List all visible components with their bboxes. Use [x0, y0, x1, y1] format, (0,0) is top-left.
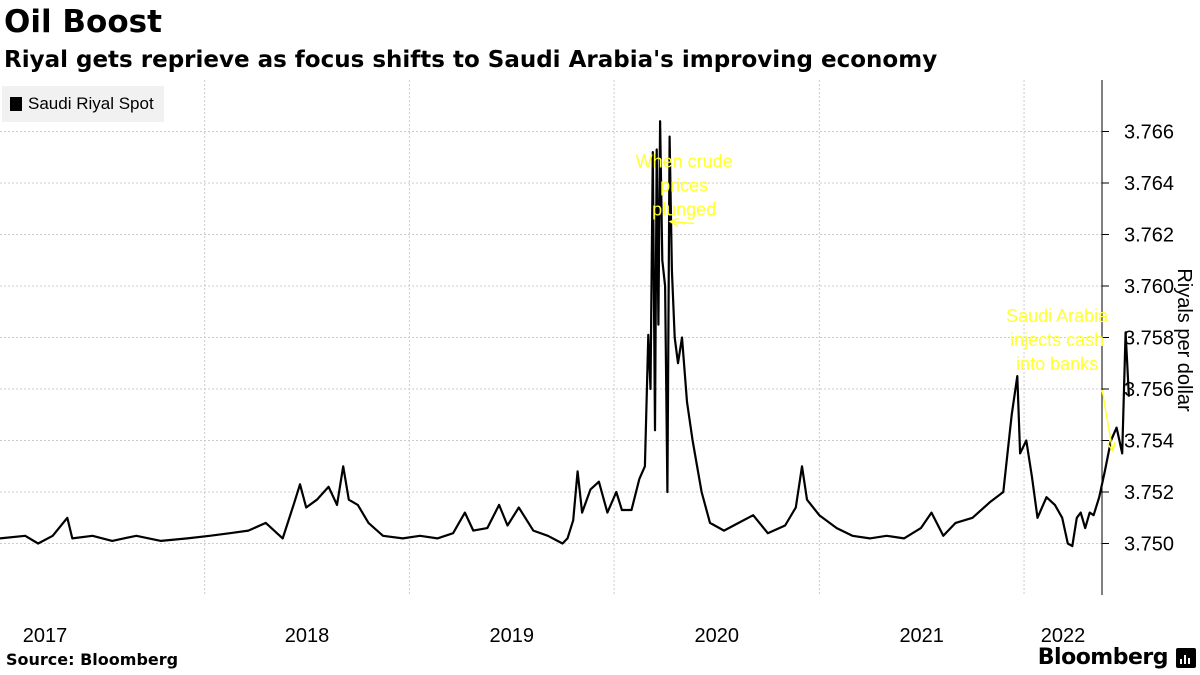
x-tick-label: 2017 — [23, 625, 68, 647]
legend: Saudi Riyal Spot — [2, 86, 164, 122]
y-tick-label: 3.764 — [1124, 173, 1174, 195]
y-tick-label: 3.766 — [1124, 122, 1174, 144]
annotation-text: into banks — [1016, 354, 1098, 374]
y-tick-label: 3.762 — [1124, 225, 1174, 247]
x-tick-label: 2020 — [694, 625, 739, 647]
y-axis-title: Riyals per dollar — [1173, 268, 1195, 412]
annotation-arrow — [1101, 389, 1114, 451]
y-tick-label: 3.752 — [1124, 482, 1174, 504]
annotation-text: plunged — [652, 200, 716, 220]
x-tick-label: 2021 — [899, 625, 944, 647]
brand-logo-text: Bloomberg — [1037, 645, 1169, 670]
legend-label: Saudi Riyal Spot — [28, 94, 154, 113]
annotation-text: prices — [660, 176, 708, 196]
y-tick-label: 3.758 — [1124, 328, 1174, 350]
y-tick-label: 3.756 — [1124, 379, 1174, 401]
x-tick-label: 2019 — [489, 625, 534, 647]
annotation-arrow — [670, 220, 695, 225]
source-note: Source: Bloomberg — [6, 650, 179, 669]
legend-swatch — [10, 97, 22, 111]
annotation-arrowhead — [668, 217, 679, 227]
y-tick-label: 3.754 — [1124, 431, 1174, 453]
annotation-layer: When crude prices plunged Saudi Arabia injec… — [636, 152, 1116, 453]
x-tick-label: 2022 — [1041, 625, 1086, 647]
y-tick-label: 3.750 — [1124, 534, 1174, 556]
annotation-text: injects cash — [1010, 330, 1104, 350]
annotation-text: When crude — [636, 152, 733, 172]
x-tick-label: 2018 — [285, 625, 330, 647]
series-line — [0, 120, 1130, 548]
grid-lines — [0, 80, 1102, 595]
annotation-arrowhead — [1106, 441, 1116, 453]
axes: 3.750 3.752 3.754 3.756 3.758 3.760 3.762 3.764… — [23, 80, 1195, 647]
chart-subtitle: Riyal gets reprieve as focus shifts to S… — [4, 47, 938, 73]
bloomberg-chart-icon — [1176, 648, 1196, 668]
series-layer — [0, 120, 1130, 548]
chart-title: Oil Boost — [4, 4, 162, 40]
y-tick-label: 3.760 — [1124, 276, 1174, 298]
annotation-text: Saudi Arabia — [1006, 306, 1109, 326]
